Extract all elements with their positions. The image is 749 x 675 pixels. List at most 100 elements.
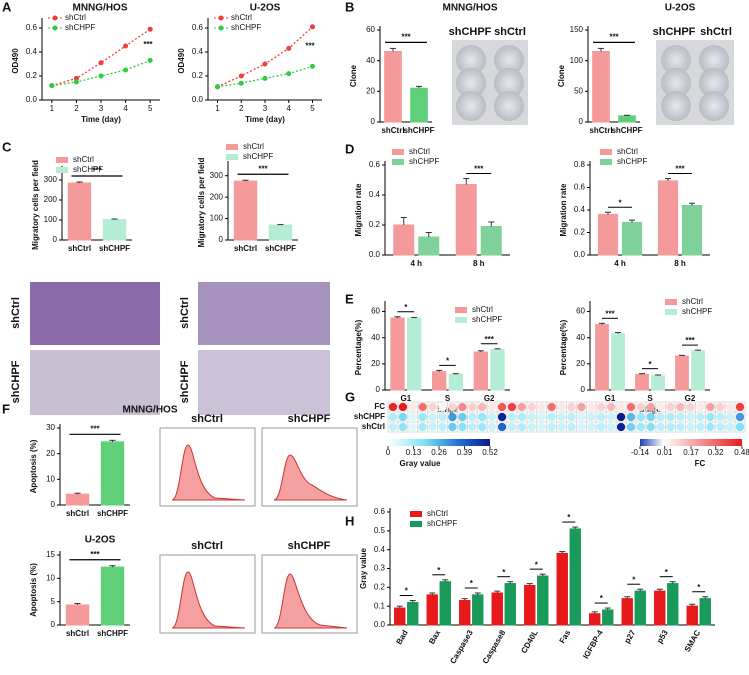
dot [388,402,398,412]
significance: *** [401,33,411,42]
bar [634,590,646,626]
image-label: shCtrl [494,26,526,38]
legend-marker [52,25,58,31]
dot [517,422,527,432]
bar [657,180,679,256]
dot [587,402,596,412]
dot [686,402,695,412]
dot [418,402,427,412]
x-axis-label: Time (day) [81,115,121,124]
image-label: shCtrl [191,540,223,552]
significance: *** [90,424,100,433]
y-tick-label: 20 [371,359,380,368]
image-label: shCHPF [288,413,331,425]
dot [557,402,566,412]
bar [102,219,127,241]
x-tick-label: 5 [310,104,315,113]
legend-label: shCtrl [65,13,86,22]
dot [557,412,566,422]
legend-label: shCtrl [427,509,448,518]
dot [418,412,427,422]
dot [706,412,715,422]
y-axis-label: Migration rate [354,183,363,236]
x-tick-label: S [647,394,653,403]
y-tick-label: 60 [366,25,375,34]
y-axis-label: Percentage(%) [354,319,363,375]
x-tick-label: 4 h [614,259,626,268]
significance: * [600,594,604,603]
dot [478,402,487,412]
dot [478,412,487,422]
dot [567,402,576,412]
y-tick-label: 0 [53,235,58,244]
x-tick-label: 8 h [674,259,686,268]
y-tick-label: 300 [210,171,224,180]
dot [735,412,745,422]
dot [458,402,467,412]
y-tick-label: 100 [570,56,584,65]
x-tick-label: 5 [148,104,153,113]
dot [527,402,536,412]
x-tick-label: 2 [74,104,79,113]
dot [606,412,616,422]
dot [666,422,675,432]
image-label: shCHPF [288,540,331,552]
dot [587,422,596,432]
dot [646,422,655,432]
legend-marker [600,159,612,165]
dot [478,422,487,432]
dot [606,422,616,432]
chart-title: U-2OS [250,3,281,14]
y-tick-label: 50 [574,86,583,95]
y-axis-label: Migration rate [559,183,568,236]
bar [407,317,422,391]
bar [394,607,406,626]
dot [577,402,586,412]
significance: * [665,568,669,577]
dot [507,402,517,412]
bar [65,493,90,506]
y-tick-label: 0.6 [374,507,386,516]
colorbar-tick-label: 0.48 [734,448,749,457]
bar [635,373,649,391]
x-tick-label: CD40L [519,628,540,655]
y-tick-label: 20 [576,359,585,368]
y-tick-label: 0.6 [192,23,204,32]
significance: * [567,513,571,522]
legend-marker [226,144,238,150]
x-tick-label: 1 [215,104,220,113]
y-tick-label: 0.2 [374,582,386,591]
colorbar-tick-label: 0.01 [657,448,673,457]
x-tick-label: shCHPF [403,126,434,135]
x-tick-label: 8 h [473,259,485,268]
y-axis-label: Migratory cells per field [197,157,206,247]
legend-marker [392,159,404,165]
point [286,45,292,51]
dot [458,422,467,432]
bar [410,87,428,123]
dot [398,422,408,432]
panel-label: B [345,0,354,14]
dot [676,402,685,412]
dot [616,412,626,422]
point [238,80,244,86]
y-tick-label: 0.2 [192,71,204,80]
bar [504,583,516,626]
significance: *** [685,336,695,345]
line [51,28,151,87]
x-tick-label: 1 [50,104,55,113]
y-axis-label: Clone [349,64,358,87]
dot [676,412,685,422]
y-tick-label: 60 [576,307,585,316]
dot [448,412,457,422]
y-tick-label: 0.4 [192,47,204,56]
legend-marker [665,299,677,305]
dot [497,412,507,422]
y-tick-label: 10 [46,474,55,483]
dot [408,402,417,412]
x-tick-label: Caspase3 [448,628,475,665]
dot [716,412,725,422]
legend-marker [226,154,238,160]
panel-label: E [345,291,354,306]
